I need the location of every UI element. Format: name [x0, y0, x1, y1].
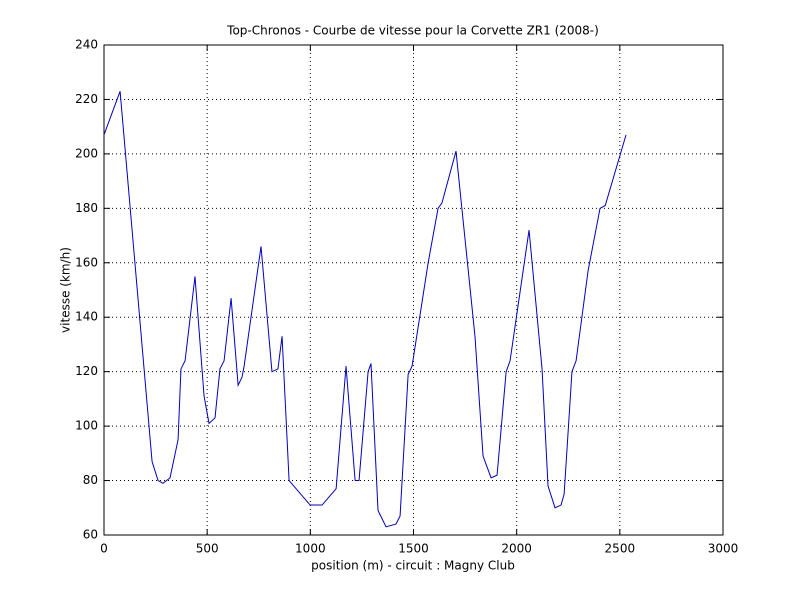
- y-tick-label: 60: [83, 528, 98, 542]
- y-axis-label: vitesse (km/h): [59, 247, 73, 333]
- x-tick-label: 1500: [398, 542, 429, 556]
- y-tick-label: 160: [75, 255, 98, 269]
- y-tick-label: 240: [75, 38, 98, 52]
- x-tick-label: 2500: [605, 542, 636, 556]
- x-axis-label: position (m) - circuit : Magny Club: [311, 559, 515, 573]
- data-line: [103, 91, 627, 528]
- x-tick-label: 0: [100, 542, 108, 556]
- y-tick-label: 100: [75, 419, 98, 433]
- y-tick-label: 200: [75, 146, 98, 160]
- y-tick-label: 140: [75, 310, 98, 324]
- y-tick-label: 80: [83, 473, 98, 487]
- x-tick-label: 1000: [295, 542, 326, 556]
- x-tick-label: 3000: [708, 542, 739, 556]
- chart-title: Top-Chronos - Courbe de vitesse pour la …: [226, 24, 599, 38]
- x-tick-label: 500: [196, 542, 219, 556]
- x-tick-label: 2000: [501, 542, 532, 556]
- y-tick-label: 220: [75, 92, 98, 106]
- y-tick-label: 180: [75, 201, 98, 215]
- plot-frame: [103, 44, 724, 536]
- y-tick-label: 120: [75, 364, 98, 378]
